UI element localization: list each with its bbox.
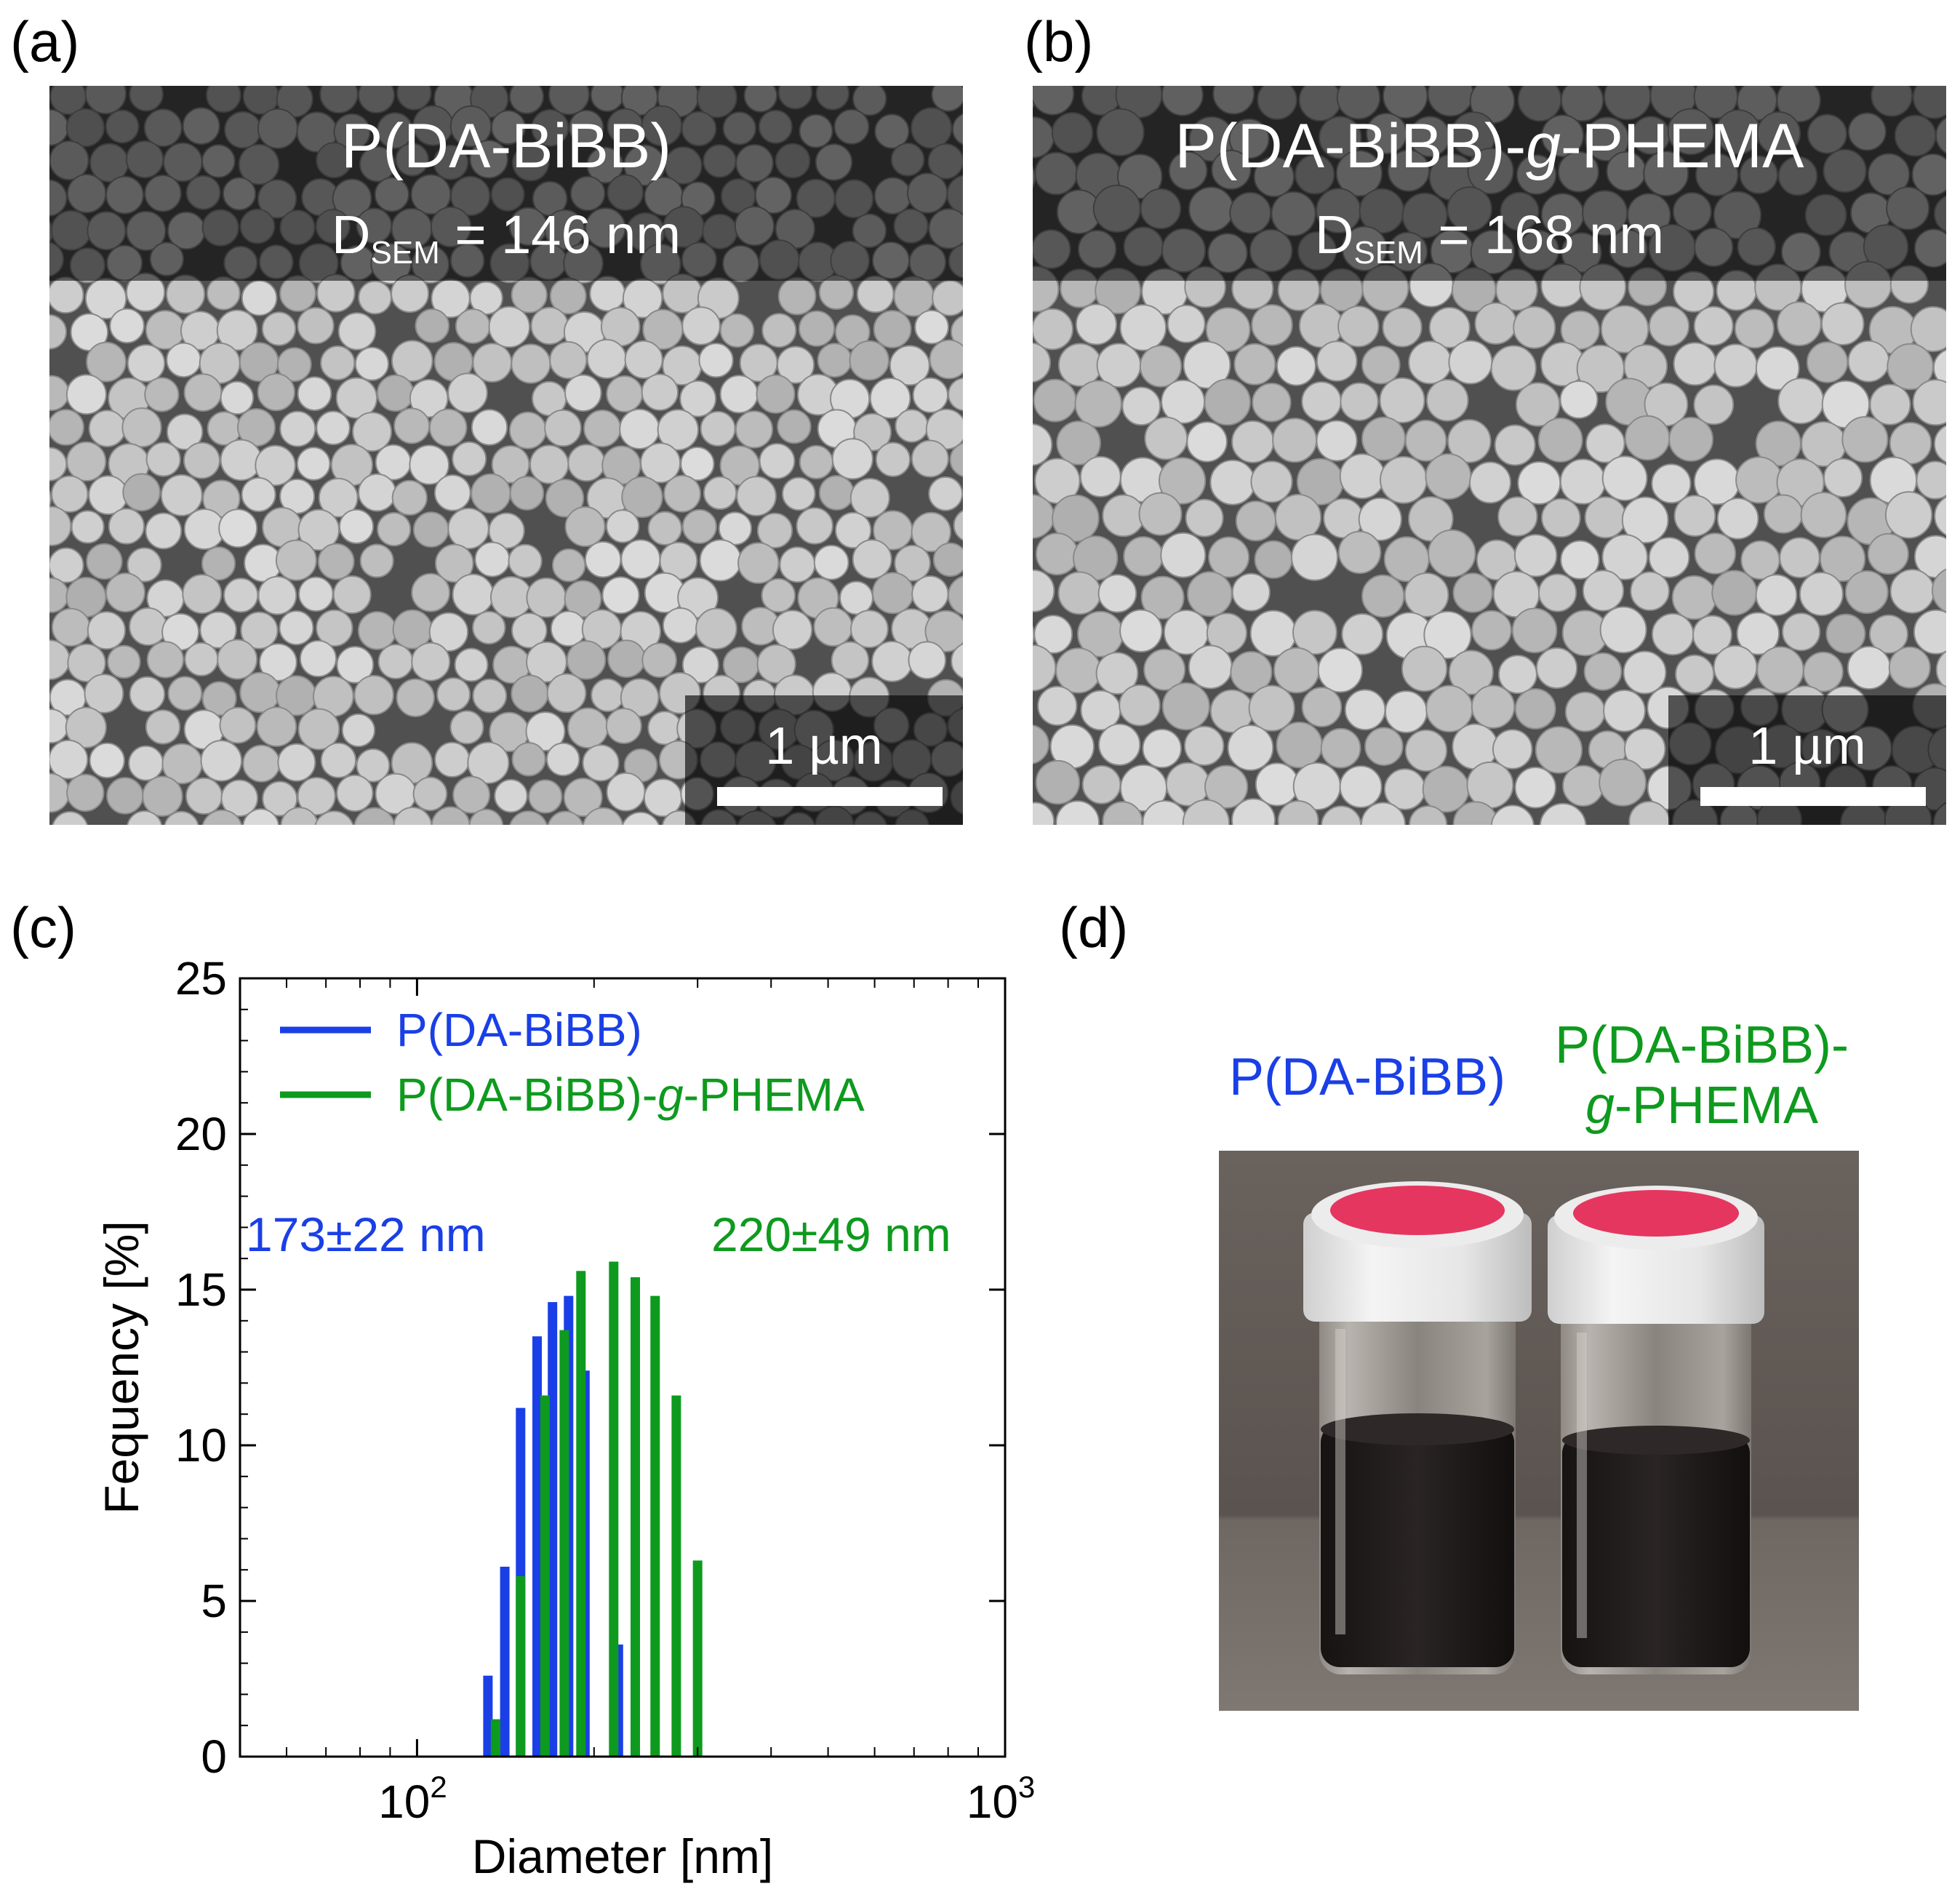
bar-series-2 xyxy=(540,1395,550,1757)
bar-series-2 xyxy=(609,1261,619,1757)
vial-left xyxy=(1303,1181,1532,1674)
y-tick-label: 25 xyxy=(175,952,227,1005)
vials-photo-drawing xyxy=(1219,1151,1859,1711)
bar-series-2 xyxy=(559,1330,569,1757)
sem-title-b: P(DA-BiBB)-g-PHEMA xyxy=(1175,111,1804,181)
vial-label-right: P(DA-BiBB)- g-PHEMA xyxy=(1554,1016,1849,1135)
bar-series-1 xyxy=(580,1370,590,1757)
sem-diameter-b: DSEM = 168 nm xyxy=(1315,204,1664,271)
annotation-series-1: 173±22 nm xyxy=(246,1207,486,1261)
y-tick-label: 15 xyxy=(175,1263,227,1316)
chart-bars xyxy=(483,1261,703,1757)
x-tick-label: 103 xyxy=(967,1770,1036,1828)
y-tick-label: 20 xyxy=(175,1108,227,1160)
scale-label-a: 1 µm xyxy=(765,717,883,775)
bar-series-1 xyxy=(613,1644,623,1757)
annotation-series-2: 220±49 nm xyxy=(711,1207,951,1261)
bar-series-1 xyxy=(500,1566,510,1757)
panel-d-letter: (d) xyxy=(1059,895,1129,959)
scale-bar-b xyxy=(1700,787,1926,806)
scale-bar-a xyxy=(717,787,943,806)
bar-series-1 xyxy=(532,1336,542,1757)
x-axis-label: Diameter [nm] xyxy=(472,1829,773,1883)
sem-image-b: P(DA-BiBB)-g-PHEMA DSEM = 168 nm 1 µm xyxy=(1033,86,1946,825)
vial-right xyxy=(1548,1186,1764,1674)
bar-series-2 xyxy=(490,1719,500,1757)
bar-series-1 xyxy=(564,1295,574,1757)
scale-box-b: 1 µm xyxy=(1668,695,1946,825)
sem-diameter-a: DSEM = 146 nm xyxy=(332,204,681,271)
legend-label-series-1: P(DA-BiBB) xyxy=(396,1004,642,1056)
bar-series-2 xyxy=(631,1277,640,1757)
vials-photo xyxy=(1219,1151,1859,1711)
sem-title-a: P(DA-BiBB) xyxy=(341,111,671,181)
bar-series-2 xyxy=(576,1271,586,1757)
bar-series-2 xyxy=(516,1575,526,1757)
chart-axes: 0 5 10 15 20 25 102 103 xyxy=(175,952,1035,1828)
vial-cap-seal xyxy=(1573,1190,1739,1237)
chart-legend: P(DA-BiBB) P(DA-BiBB)-g-PHEMA xyxy=(280,1004,865,1121)
bar-series-2 xyxy=(671,1395,681,1757)
scale-label-b: 1 µm xyxy=(1748,717,1866,775)
scale-box-a: 1 µm xyxy=(685,695,963,825)
legend-label-series-2: P(DA-BiBB)-g-PHEMA xyxy=(396,1069,865,1121)
y-tick-label: 10 xyxy=(175,1419,227,1471)
plot-frame xyxy=(239,977,1007,1758)
y-tick-label: 0 xyxy=(201,1730,227,1783)
vial-cap-seal xyxy=(1330,1186,1505,1235)
bar-series-1 xyxy=(516,1407,526,1757)
panel-c-letter: (c) xyxy=(10,895,76,959)
panel-a-letter: (a) xyxy=(10,9,80,73)
bar-series-2 xyxy=(692,1560,703,1757)
bar-series-2 xyxy=(650,1295,660,1757)
y-axis-label: Fequency [%] xyxy=(95,1221,148,1514)
panel-b-letter: (b) xyxy=(1024,9,1094,73)
sem-header-overlay xyxy=(1033,86,1946,281)
sem-header-overlay xyxy=(49,86,963,281)
sem-image-a: P(DA-BiBB) DSEM = 146 nm 1 µm xyxy=(49,86,963,825)
bar-series-1 xyxy=(548,1302,558,1757)
bar-series-1 xyxy=(483,1675,493,1757)
x-tick-label: 102 xyxy=(378,1770,447,1828)
y-tick-label: 5 xyxy=(201,1575,227,1627)
vial-label-left: P(DA-BiBB) xyxy=(1228,1048,1506,1106)
